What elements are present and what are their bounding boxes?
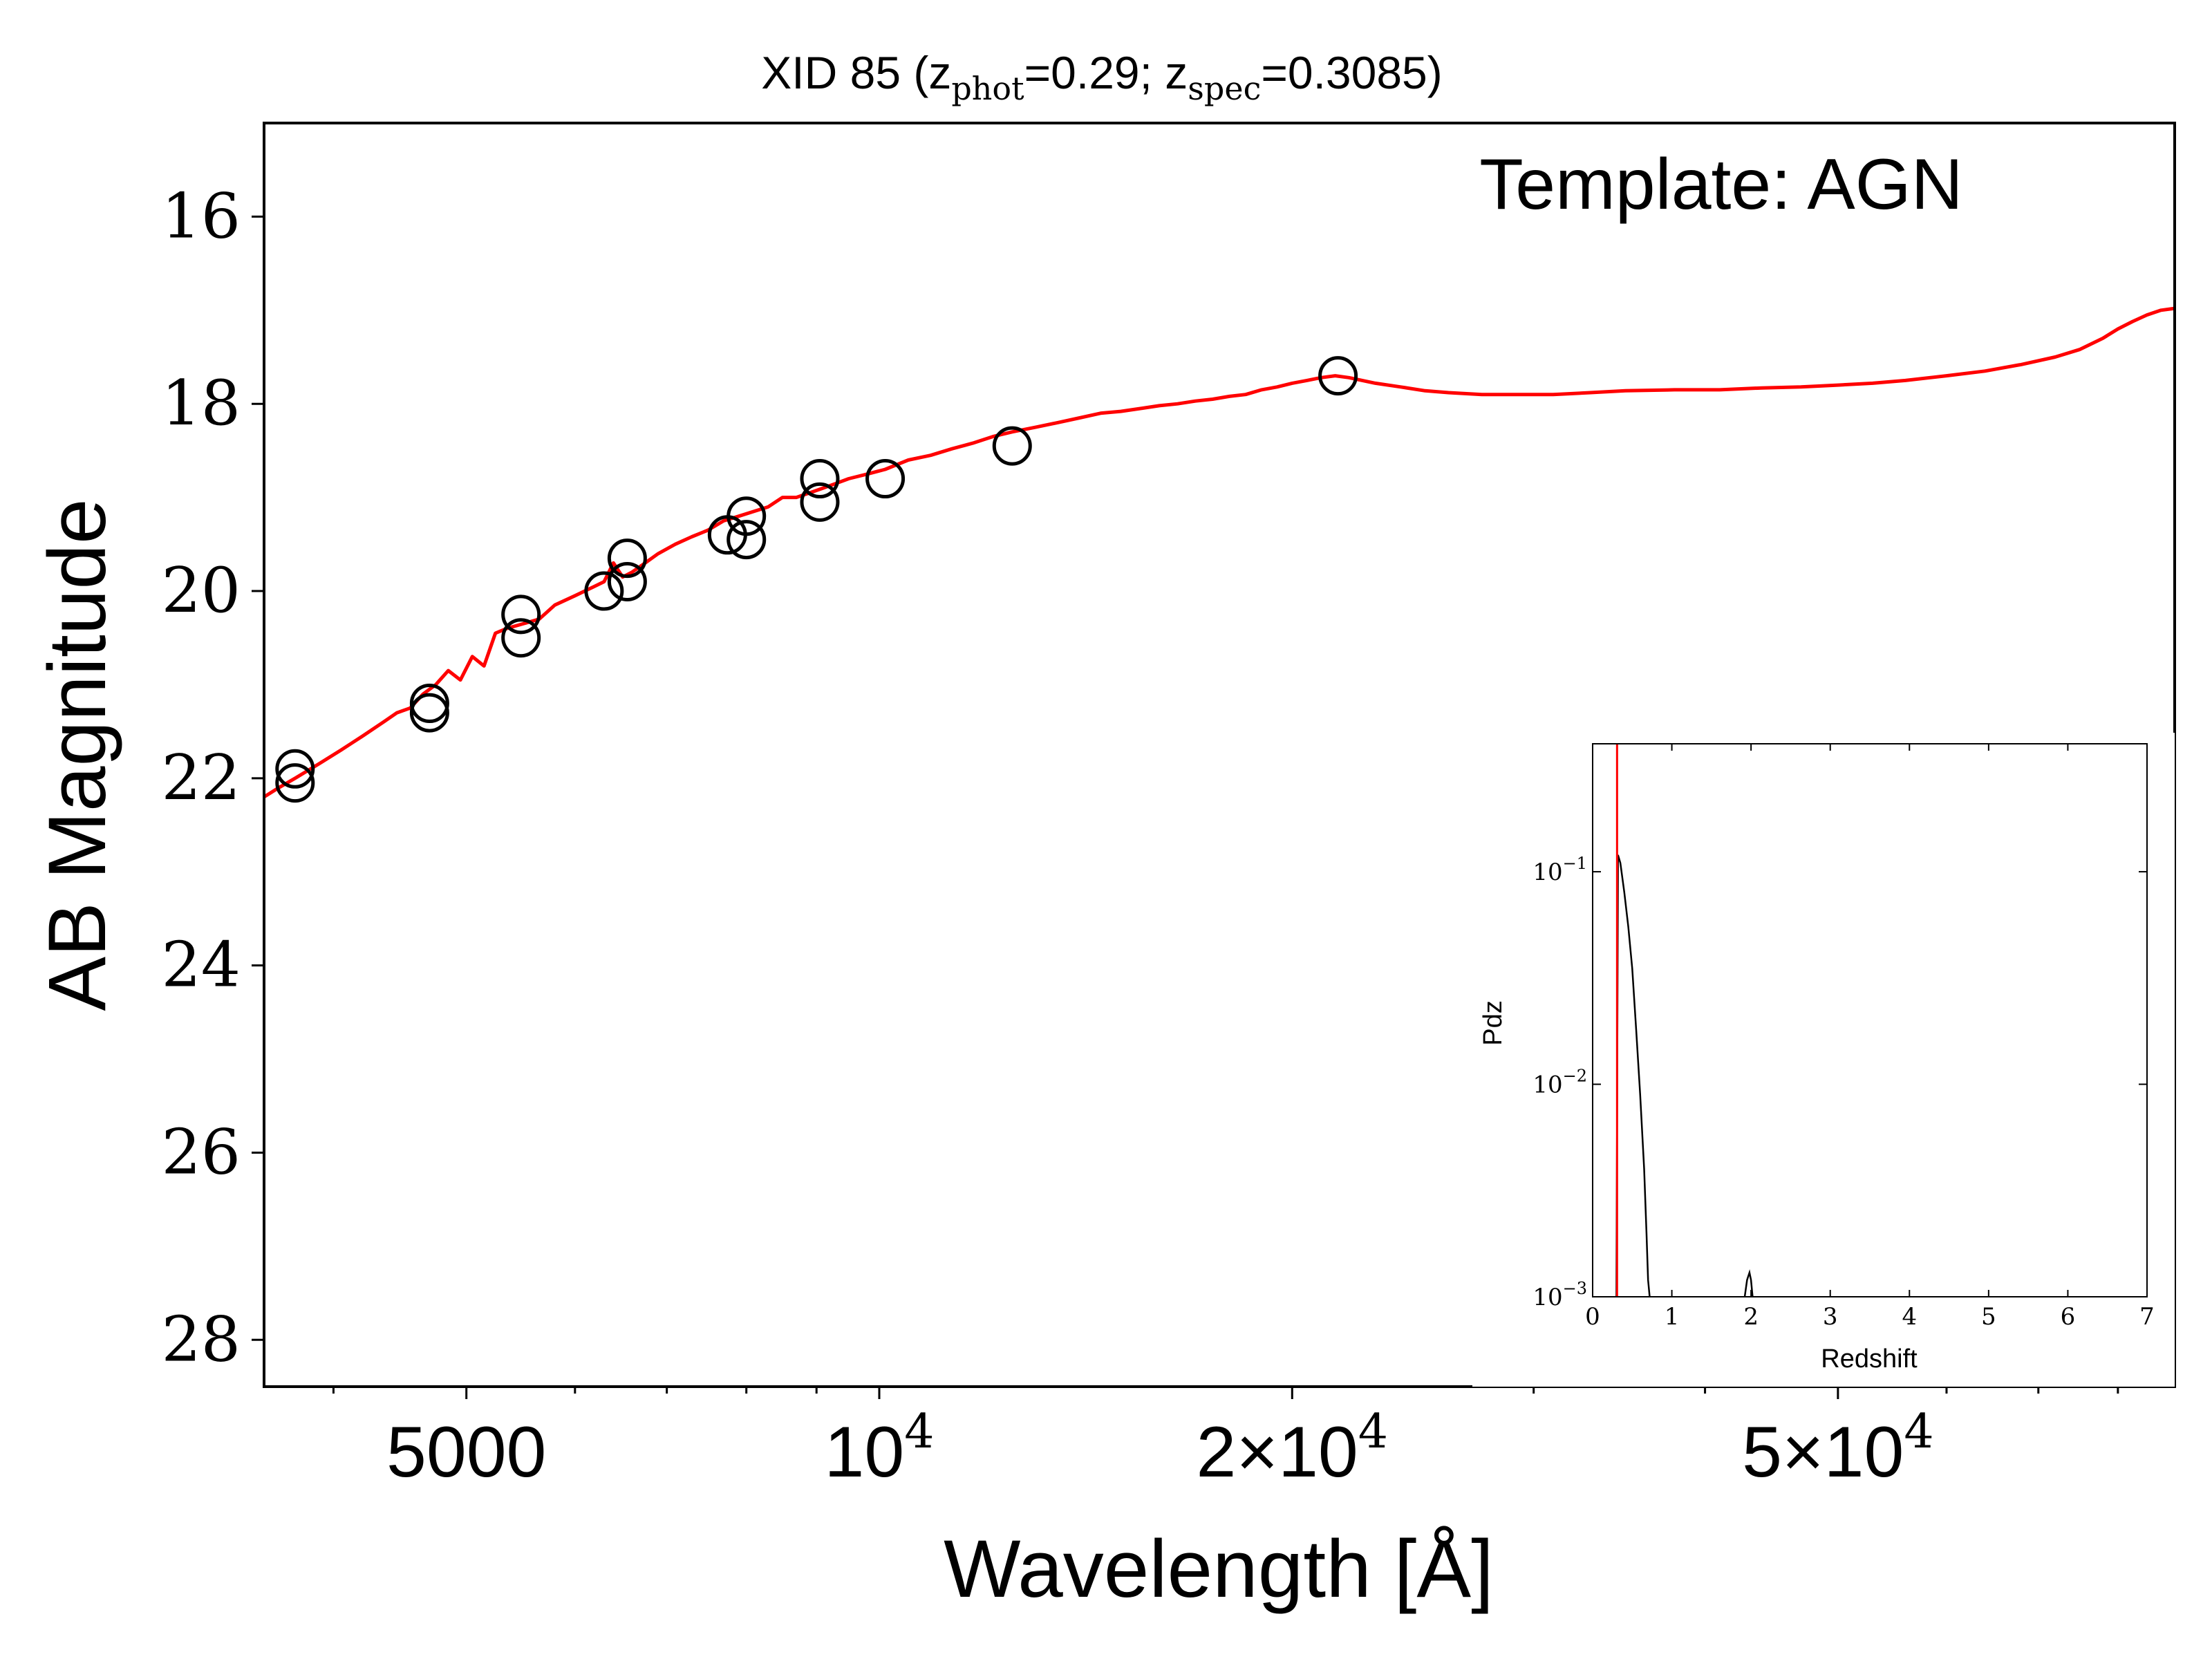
photometry-point <box>607 538 647 579</box>
inset-y-tick-label: 10−3 <box>1533 1279 1587 1311</box>
inset-plot-area <box>1615 744 1754 1297</box>
inset-x-axis-label: Redshift <box>1821 1344 1918 1374</box>
photometry-point <box>607 561 647 601</box>
y-tick-label: 28 <box>161 1303 241 1376</box>
inset-y-tick-label: 10−1 <box>1533 854 1587 886</box>
photometry-point <box>800 482 840 522</box>
main-y-axis: 16 18 20 22 24 26 28 <box>161 180 264 1376</box>
photometry-point <box>275 749 315 789</box>
inset-x-tick-label: 6 <box>2061 1303 2076 1331</box>
photometry-point <box>1318 356 1358 396</box>
inset-x-tick-label: 4 <box>1902 1303 1917 1331</box>
photometry-point <box>727 520 767 560</box>
inset-plot-frame <box>1592 743 2148 1297</box>
y-tick-label: 20 <box>161 554 241 627</box>
inset-x-tick-label: 0 <box>1585 1303 1600 1331</box>
y-tick-label: 16 <box>161 180 241 252</box>
inset-x-tick-label: 5 <box>1981 1303 1996 1331</box>
photometry-point <box>501 618 541 658</box>
inset-y-axis: 10−1 10−2 10−3 <box>1533 854 2147 1311</box>
photometry-points-layer <box>275 356 1358 803</box>
inset-y-axis-label: Pdz <box>1479 1000 1508 1045</box>
y-tick-label: 22 <box>161 742 241 814</box>
inset-x-tick-label: 7 <box>2139 1303 2155 1331</box>
photometry-point <box>584 571 624 611</box>
inset-x-tick-label: 3 <box>1823 1303 1838 1331</box>
photometry-point <box>800 459 840 499</box>
x-tick-label: 5000 <box>386 1412 546 1492</box>
photometry-point <box>409 684 449 724</box>
inset-x-tick-label: 2 <box>1743 1303 1759 1331</box>
photometry-point <box>727 496 767 536</box>
inset-x-tick-label: 1 <box>1665 1303 1680 1331</box>
template-annotation: Template: AGN <box>1479 144 1962 225</box>
photometry-point <box>865 459 906 499</box>
x-tick-label: 5×104 <box>1742 1405 1934 1492</box>
x-tick-label: 2×104 <box>1197 1405 1389 1492</box>
pdz-curve <box>1743 1269 1754 1297</box>
main-x-axis: 5000 104 2×104 5×104 <box>332 1387 2119 1492</box>
inset-y-tick-label: 10−2 <box>1533 1067 1587 1099</box>
photometry-point <box>992 426 1032 466</box>
inset-background <box>1472 733 2175 1387</box>
y-axis-label: AB Magnitude <box>32 498 123 1011</box>
photometry-point <box>275 763 315 803</box>
y-tick-label: 24 <box>161 929 241 1002</box>
photometry-point <box>409 693 449 733</box>
chart-title: XID 85 (zphot=0.29; zspec=0.3085) <box>761 47 1442 107</box>
x-axis-label: Wavelength [Å] <box>944 1524 1494 1615</box>
y-tick-label: 18 <box>161 367 241 440</box>
x-tick-label: 104 <box>825 1405 935 1492</box>
pdz-curve <box>1615 854 1651 1297</box>
photometry-point <box>501 594 541 635</box>
y-tick-label: 26 <box>161 1116 241 1188</box>
